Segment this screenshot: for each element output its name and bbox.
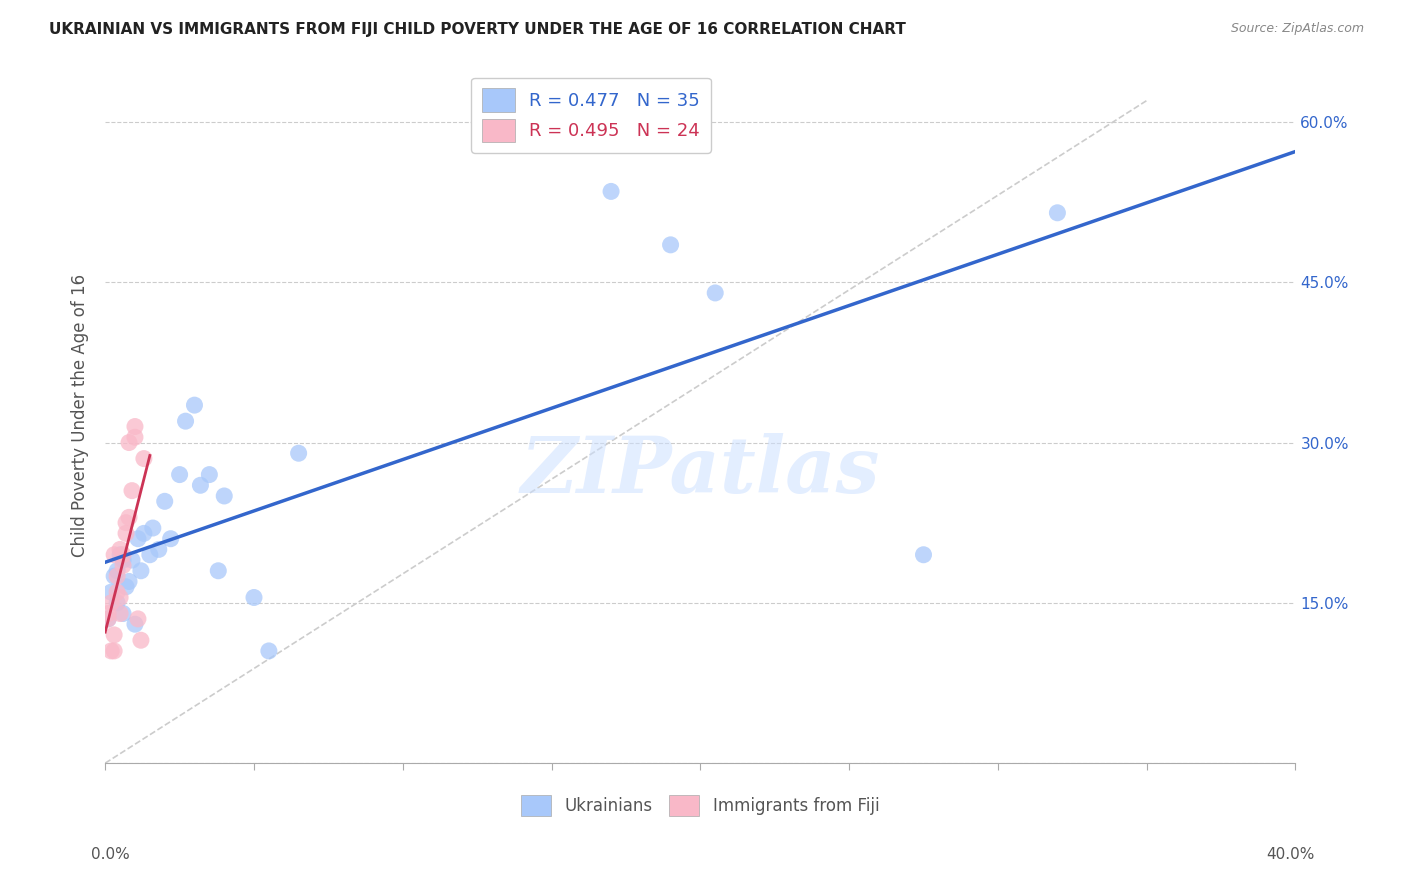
Point bbox=[287, 446, 309, 460]
Point bbox=[139, 548, 162, 562]
Point bbox=[103, 628, 125, 642]
Point bbox=[124, 430, 146, 444]
Point bbox=[153, 494, 176, 508]
Point bbox=[159, 532, 181, 546]
Point bbox=[105, 569, 128, 583]
Point bbox=[105, 596, 128, 610]
Point bbox=[103, 548, 125, 562]
Point bbox=[105, 564, 128, 578]
Point bbox=[97, 612, 120, 626]
Point bbox=[112, 548, 135, 562]
Point bbox=[97, 612, 120, 626]
Point bbox=[118, 435, 141, 450]
Point bbox=[108, 542, 131, 557]
Text: 40.0%: 40.0% bbox=[1267, 847, 1315, 862]
Legend: Ukrainians, Immigrants from Fiji: Ukrainians, Immigrants from Fiji bbox=[513, 786, 887, 824]
Point bbox=[100, 596, 122, 610]
Point bbox=[198, 467, 221, 482]
Point bbox=[100, 585, 122, 599]
Point bbox=[148, 542, 170, 557]
Point bbox=[115, 526, 138, 541]
Point bbox=[127, 612, 149, 626]
Point bbox=[912, 548, 935, 562]
Point bbox=[600, 185, 623, 199]
Point bbox=[108, 607, 131, 621]
Point bbox=[207, 564, 229, 578]
Point bbox=[183, 398, 205, 412]
Point bbox=[127, 532, 149, 546]
Text: UKRAINIAN VS IMMIGRANTS FROM FIJI CHILD POVERTY UNDER THE AGE OF 16 CORRELATION : UKRAINIAN VS IMMIGRANTS FROM FIJI CHILD … bbox=[49, 22, 905, 37]
Point bbox=[112, 607, 135, 621]
Point bbox=[129, 564, 152, 578]
Point bbox=[190, 478, 212, 492]
Point bbox=[97, 607, 120, 621]
Point bbox=[659, 237, 682, 252]
Point bbox=[103, 644, 125, 658]
Point bbox=[704, 285, 727, 300]
Point bbox=[124, 419, 146, 434]
Point bbox=[108, 548, 131, 562]
Point bbox=[103, 569, 125, 583]
Text: Source: ZipAtlas.com: Source: ZipAtlas.com bbox=[1230, 22, 1364, 36]
Point bbox=[112, 553, 135, 567]
Point bbox=[121, 483, 143, 498]
Point bbox=[115, 580, 138, 594]
Point bbox=[121, 553, 143, 567]
Text: 0.0%: 0.0% bbox=[91, 847, 131, 862]
Point bbox=[169, 467, 191, 482]
Point bbox=[129, 633, 152, 648]
Point bbox=[174, 414, 197, 428]
Point bbox=[115, 516, 138, 530]
Point bbox=[100, 644, 122, 658]
Point bbox=[132, 526, 155, 541]
Point bbox=[118, 574, 141, 589]
Point bbox=[112, 558, 135, 573]
Text: ZIPatlas: ZIPatlas bbox=[520, 434, 880, 509]
Point bbox=[108, 591, 131, 605]
Point bbox=[142, 521, 165, 535]
Point bbox=[212, 489, 235, 503]
Point bbox=[132, 451, 155, 466]
Point bbox=[118, 510, 141, 524]
Point bbox=[124, 617, 146, 632]
Point bbox=[1046, 206, 1069, 220]
Point bbox=[105, 585, 128, 599]
Y-axis label: Child Poverty Under the Age of 16: Child Poverty Under the Age of 16 bbox=[72, 274, 89, 558]
Point bbox=[257, 644, 280, 658]
Point bbox=[243, 591, 266, 605]
